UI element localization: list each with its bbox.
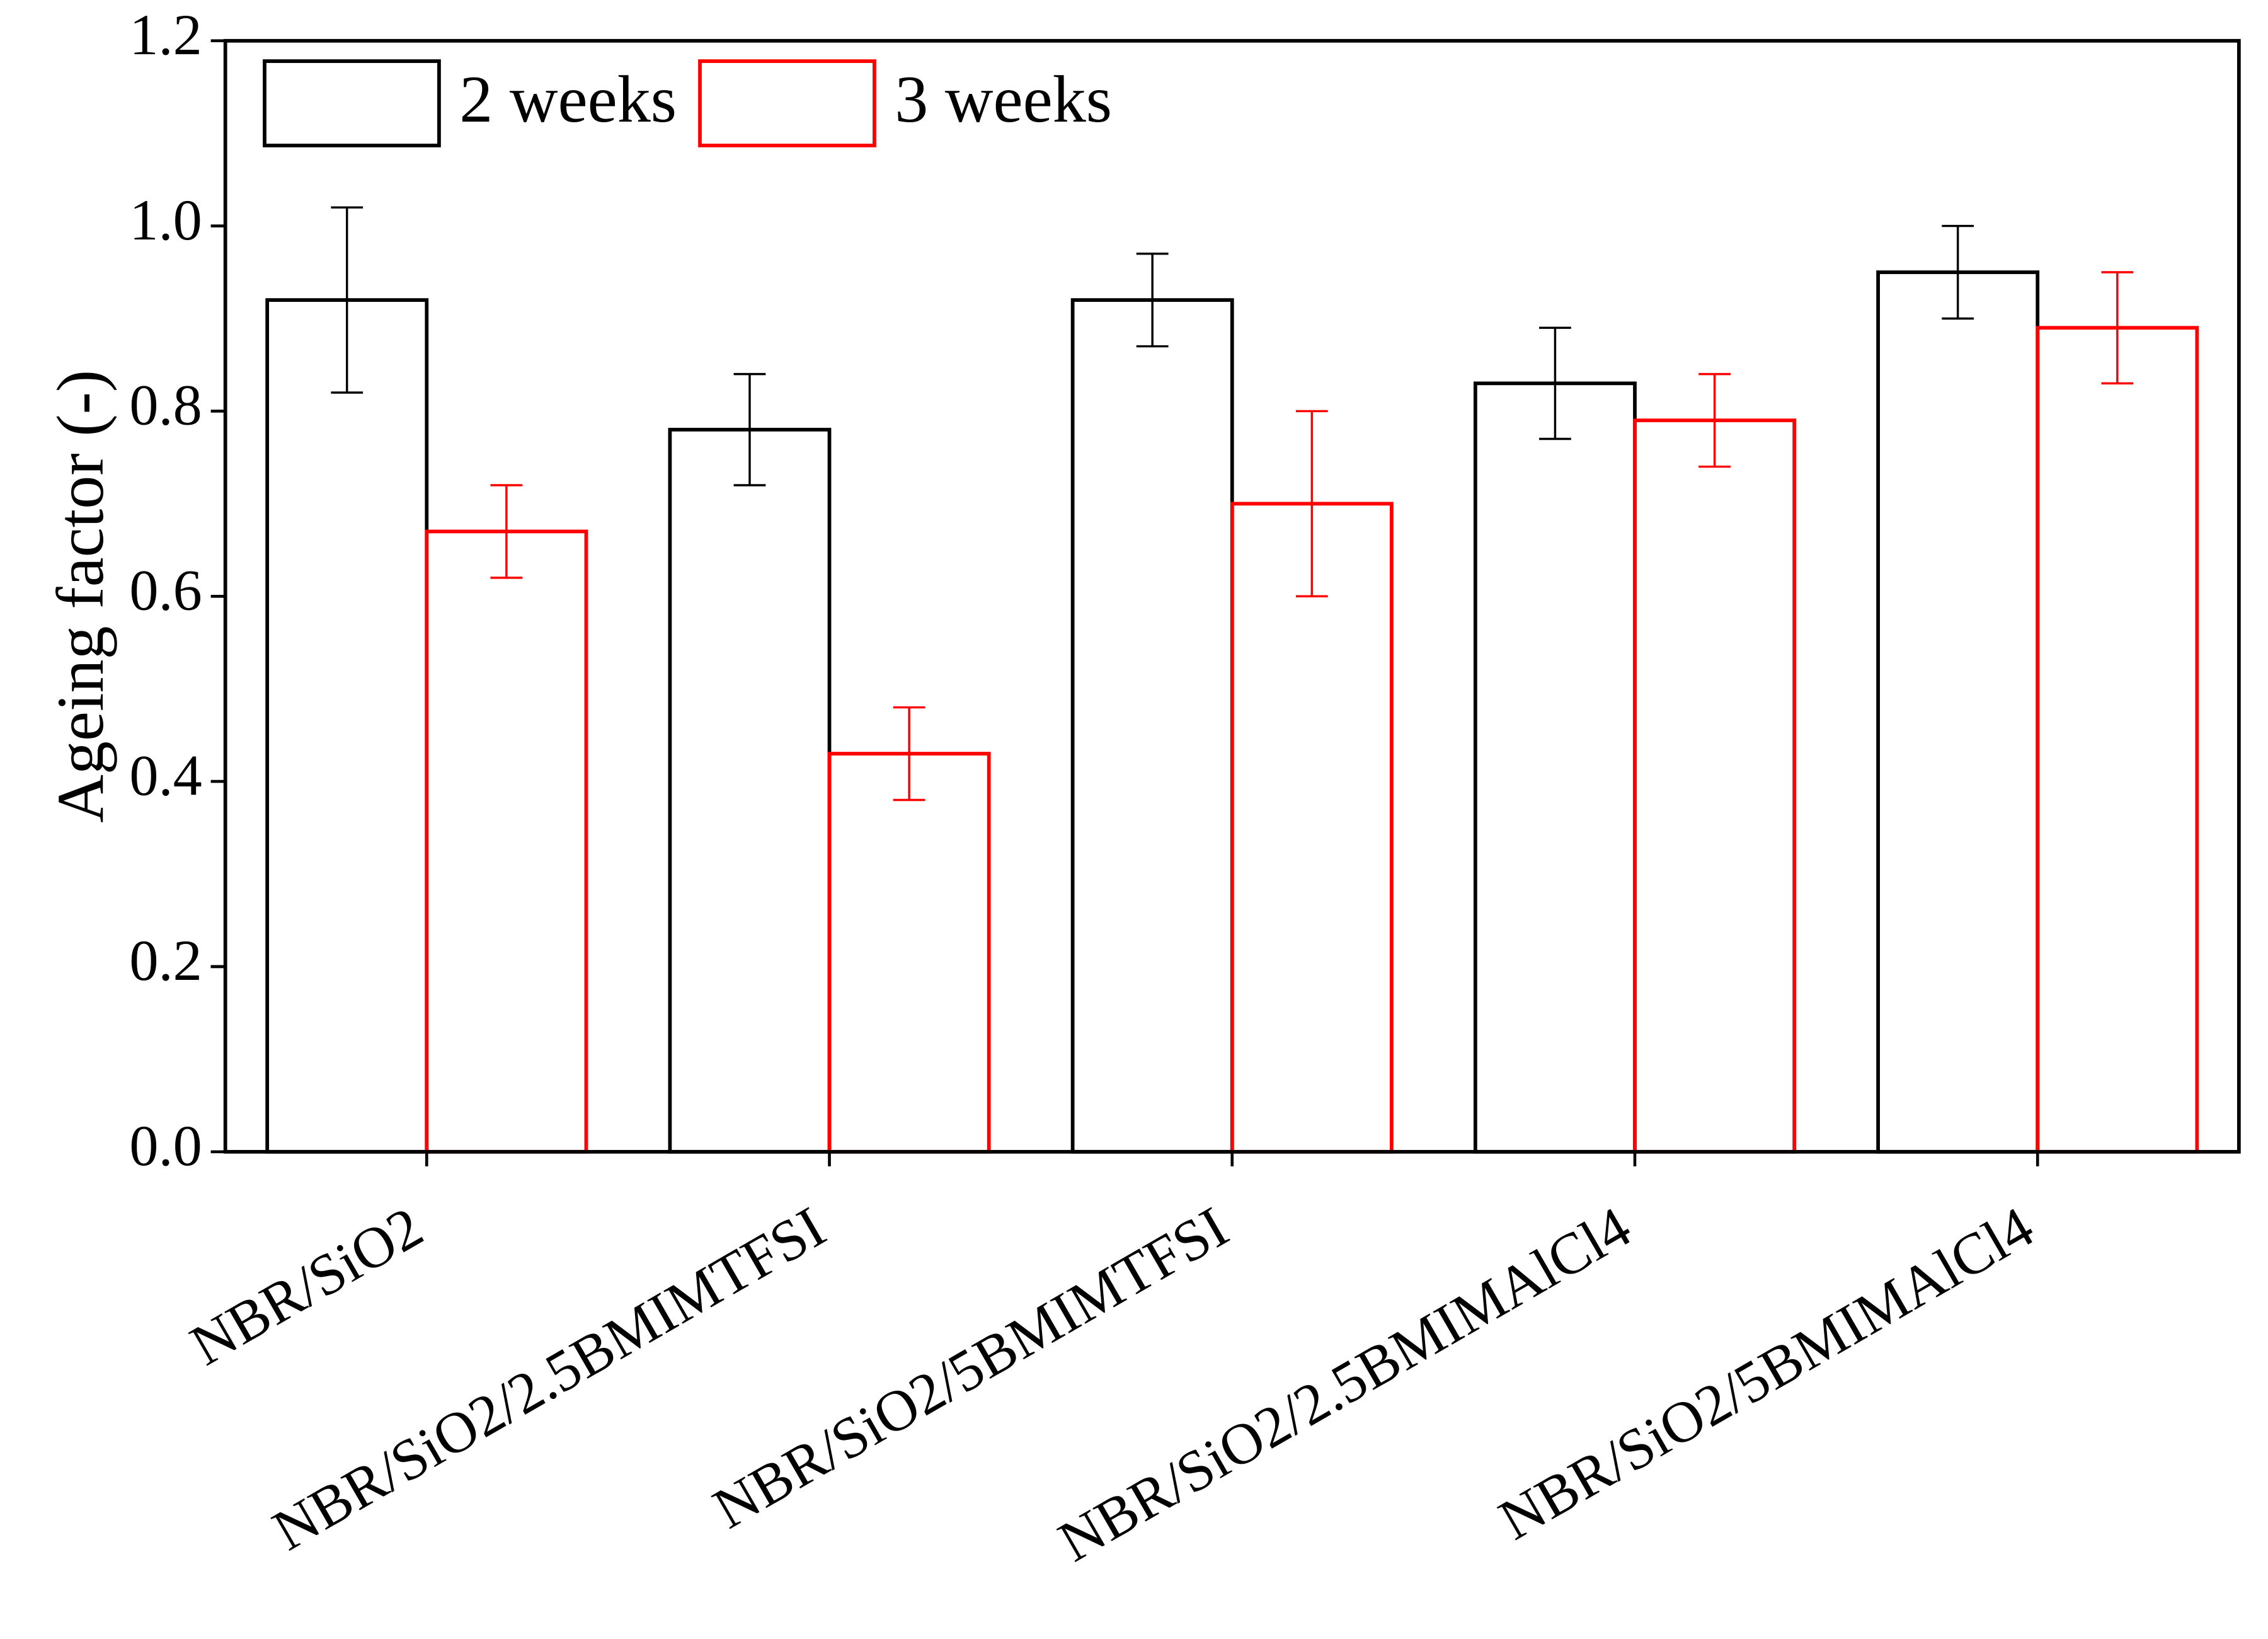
bar	[1633, 418, 1797, 1154]
bar	[1070, 298, 1234, 1154]
bar	[827, 752, 991, 1154]
legend-label: 2 weeks	[459, 62, 677, 136]
error-bar	[893, 706, 925, 802]
error-bar	[1136, 252, 1169, 348]
error-bar	[733, 372, 766, 486]
y-tick-label: 0.0	[129, 1113, 202, 1178]
error-bar	[1698, 372, 1731, 468]
y-tick-label: 1.2	[129, 3, 202, 67]
error-bar	[2101, 271, 2134, 385]
y-tick-label: 1.0	[129, 188, 202, 252]
bar	[1230, 502, 1394, 1154]
y-axis-label: Ageing factor (-)	[43, 370, 117, 823]
legend-swatch	[698, 59, 876, 147]
error-bar	[1295, 410, 1328, 597]
bar	[1473, 381, 1637, 1154]
y-tick-label: 0.8	[129, 373, 202, 437]
bar	[668, 427, 832, 1154]
x-tick-label: NBR/SiO2	[180, 1194, 433, 1377]
bar	[2036, 326, 2199, 1154]
plot-frame	[223, 38, 2241, 1154]
y-tick-label: 0.6	[129, 558, 202, 622]
legend-swatch	[263, 59, 441, 147]
y-tick-label: 0.4	[129, 743, 202, 807]
bar	[265, 298, 429, 1154]
error-bar	[490, 484, 523, 579]
legend-label: 3 weeks	[895, 62, 1112, 136]
error-bar	[331, 206, 364, 394]
bar	[1876, 270, 2040, 1154]
y-tick-label: 0.2	[129, 928, 202, 992]
error-bar	[1539, 326, 1571, 440]
bar	[425, 529, 588, 1154]
error-bar	[1942, 224, 1974, 320]
y-tick-label: 0.2	[129, 928, 202, 992]
